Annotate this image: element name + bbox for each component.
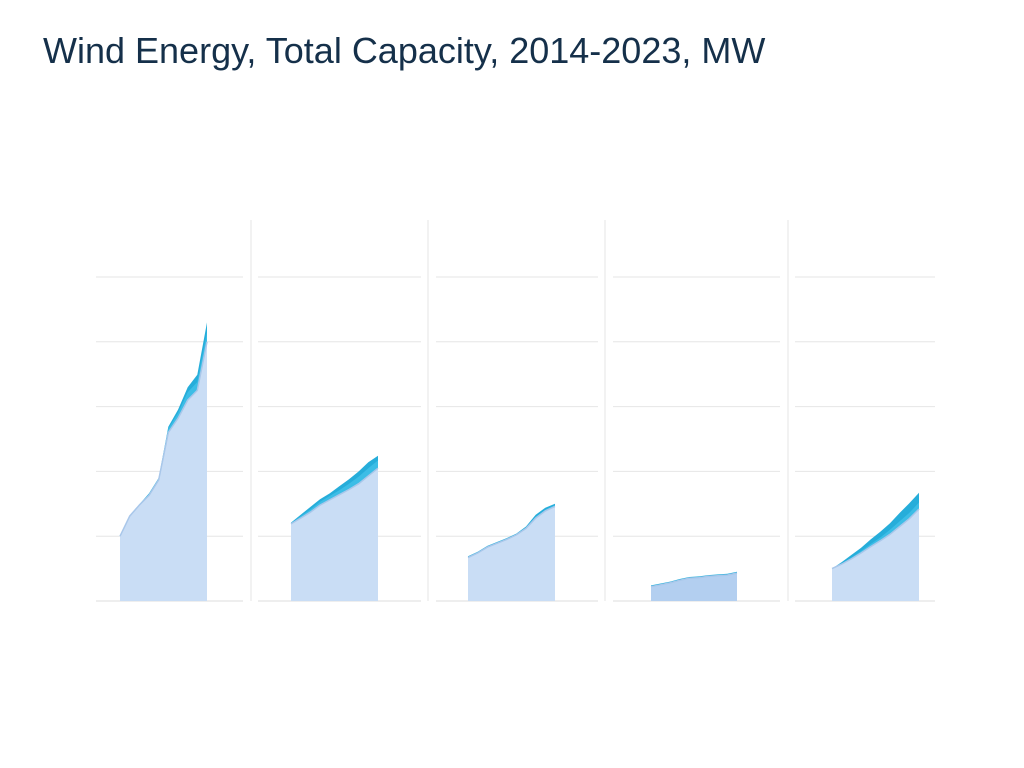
- panel-2: [290, 455, 379, 601]
- panel-4: [650, 571, 738, 601]
- area-series-3: [291, 468, 378, 601]
- area-edge-line: [467, 505, 556, 559]
- panel-5: [831, 492, 920, 601]
- panel-3: [467, 503, 556, 601]
- area-series-3: [468, 506, 555, 601]
- area-edge-line: [650, 572, 738, 588]
- chart-title: Wind Energy, Total Capacity, 2014-2023, …: [43, 30, 766, 71]
- area-series-3: [651, 573, 737, 601]
- panel-1: [119, 322, 208, 601]
- area-edge-line: [831, 508, 920, 570]
- area-series-3: [832, 509, 919, 601]
- area-edge-line: [119, 341, 208, 537]
- area-edge-line: [290, 467, 379, 525]
- area-series-3: [120, 341, 207, 601]
- panels-layer: [119, 322, 920, 601]
